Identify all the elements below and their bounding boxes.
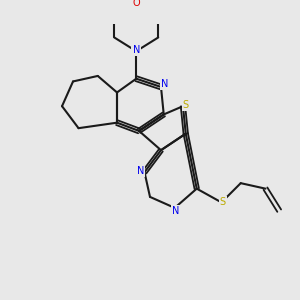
Text: S: S xyxy=(220,197,226,207)
Text: N: N xyxy=(133,45,140,55)
Text: N: N xyxy=(172,206,180,216)
Text: S: S xyxy=(183,100,189,110)
Text: O: O xyxy=(132,0,140,8)
Text: N: N xyxy=(161,79,169,89)
Text: N: N xyxy=(137,166,144,176)
